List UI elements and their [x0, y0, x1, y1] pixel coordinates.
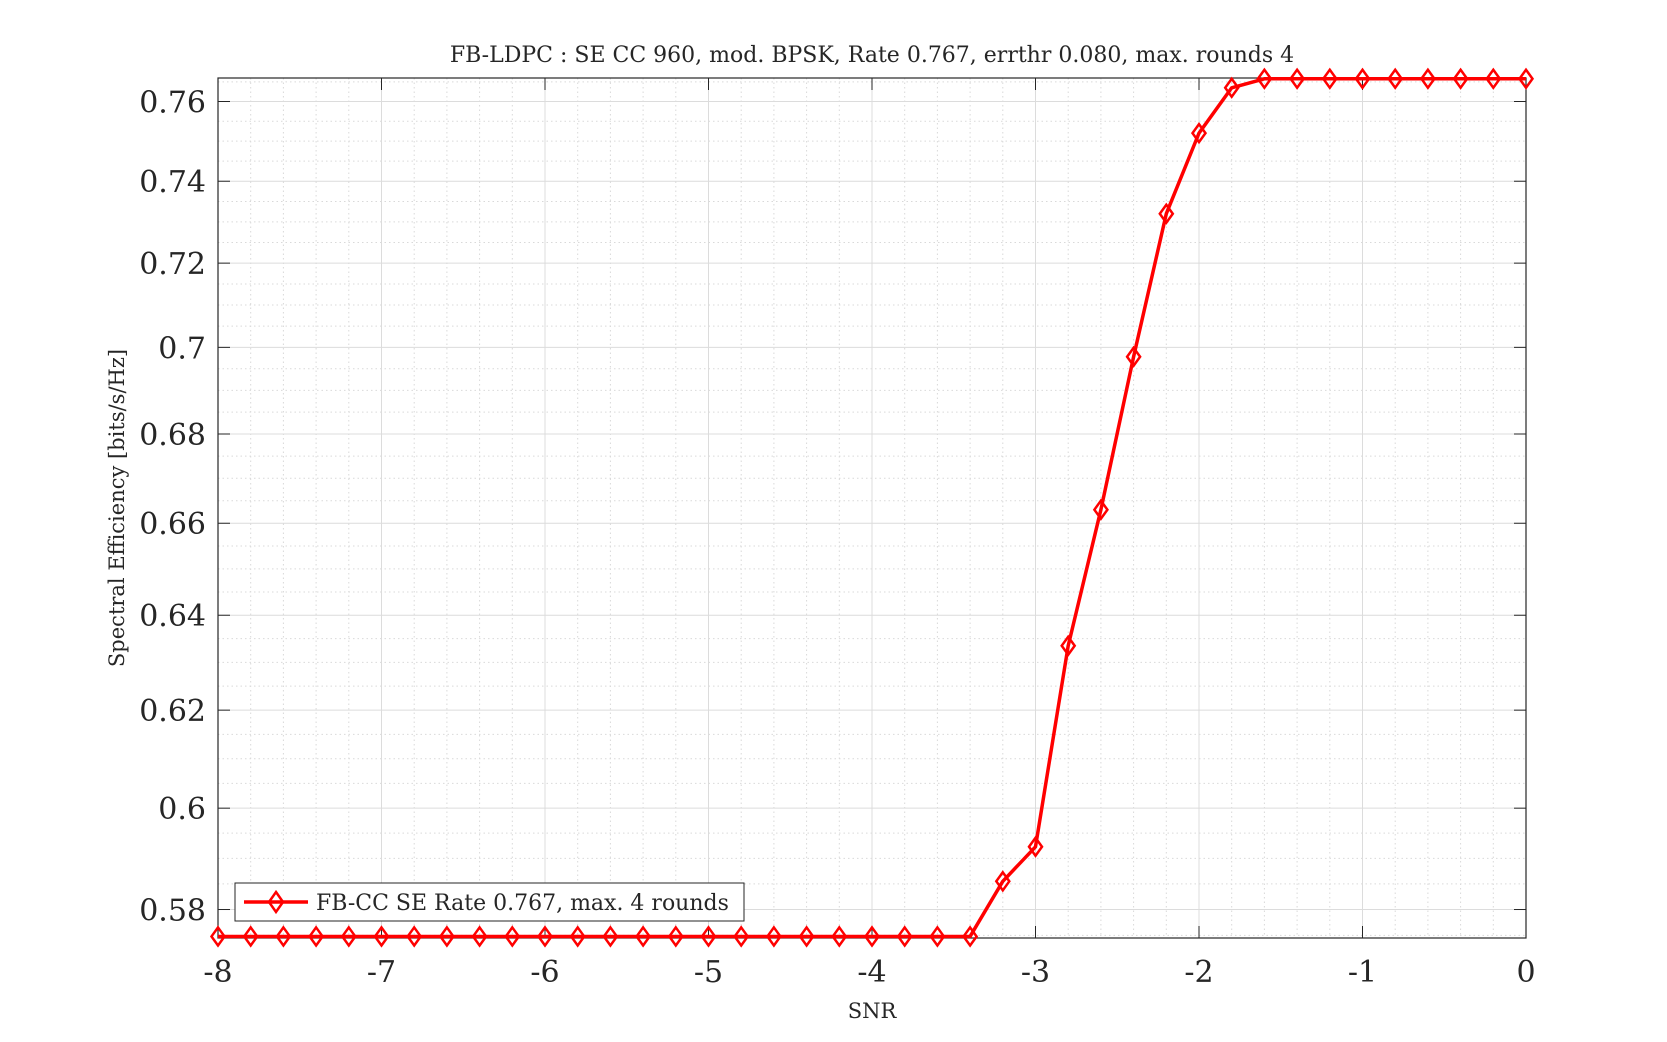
y-axis-label: Spectral Efficiency [bits/s/Hz]: [105, 349, 129, 667]
x-tick-label: -6: [530, 955, 559, 990]
series-layer: [209, 67, 1535, 948]
data-point-marker: [275, 925, 292, 948]
data-point-marker: [373, 925, 390, 948]
x-tick-label: 0: [1516, 955, 1535, 990]
data-point-marker: [962, 925, 979, 948]
y-tick-label: 0.64: [139, 599, 206, 634]
data-point-marker: [994, 870, 1011, 893]
data-point-marker: [438, 925, 455, 948]
data-point-marker: [1125, 345, 1142, 368]
data-point-marker: [209, 925, 227, 948]
x-tick-label: -8: [203, 955, 232, 990]
data-point-marker: [831, 925, 848, 948]
legend-box: [234, 882, 745, 922]
data-point-marker: [863, 925, 881, 948]
data-point-marker: [798, 925, 815, 948]
data-point-marker: [635, 925, 652, 948]
data-point-marker: [1321, 67, 1338, 90]
x-tick-label: -4: [857, 955, 886, 990]
data-point-marker: [896, 925, 913, 948]
y-tick-label: 0.62: [139, 694, 206, 729]
data-point-marker: [1256, 67, 1273, 90]
data-point-marker: [1289, 67, 1306, 90]
data-point-marker: [308, 925, 325, 948]
x-tick-label: -2: [1184, 955, 1213, 990]
data-point-marker: [406, 925, 423, 948]
y-tick-label: 0.58: [139, 894, 206, 929]
data-point-marker: [1354, 67, 1371, 90]
x-tick-label: -5: [694, 955, 723, 990]
data-point-marker: [569, 925, 586, 948]
data-point-marker: [1452, 67, 1469, 90]
y-tick-label: 0.7: [158, 331, 206, 366]
data-point-marker: [1419, 67, 1436, 90]
data-point-marker: [602, 925, 619, 948]
data-point-marker: [1517, 67, 1535, 90]
data-point-marker: [929, 925, 946, 948]
y-tick-label: 0.76: [139, 86, 206, 121]
legend: FB-CC SE Rate 0.767, max. 4 rounds: [234, 882, 745, 922]
data-point-marker: [471, 925, 488, 948]
y-tick-label: 0.72: [139, 247, 206, 282]
y-tick-label: 0.68: [139, 418, 206, 453]
x-tick-label: -7: [367, 955, 396, 990]
data-point-marker: [1027, 835, 1044, 858]
data-point-marker: [504, 925, 521, 948]
legend-marker-diamond: [267, 889, 285, 915]
data-point-marker: [242, 925, 259, 948]
data-point-marker: [1485, 67, 1502, 90]
legend-entry-label: FB-CC SE Rate 0.767, max. 4 rounds: [316, 891, 729, 916]
data-point-marker: [700, 925, 717, 948]
tick-labels: -8 -7 -6 -5 -4 -3 -2 -1 0 0.58 0.6 0.62 0.64 0.66 0.68…: [139, 86, 1535, 990]
data-point-marker: [1190, 122, 1208, 145]
data-point-marker: [733, 925, 750, 948]
x-axis-label: SNR: [848, 999, 898, 1023]
data-point-marker: [1223, 76, 1240, 99]
major-grid: [217, 78, 1527, 938]
data-point-marker: [1060, 634, 1077, 657]
x-tick-label: -1: [1348, 955, 1377, 990]
chart-title: FB-LDPC : SE CC 960, mod. BPSK, Rate 0.7…: [450, 43, 1294, 68]
data-point-marker: [536, 925, 554, 948]
x-tick-label: -3: [1021, 955, 1050, 990]
y-tick-label: 0.74: [139, 165, 206, 200]
data-point-marker: [340, 925, 357, 948]
y-tick-label: 0.6: [158, 792, 206, 827]
data-point-marker: [667, 925, 684, 948]
data-point-marker: [1092, 498, 1109, 521]
series-line: [218, 77, 1526, 939]
data-point-marker: [1158, 202, 1175, 225]
data-point-marker: [1387, 67, 1404, 90]
data-point-marker: [765, 925, 782, 948]
y-tick-label: 0.66: [139, 507, 206, 542]
